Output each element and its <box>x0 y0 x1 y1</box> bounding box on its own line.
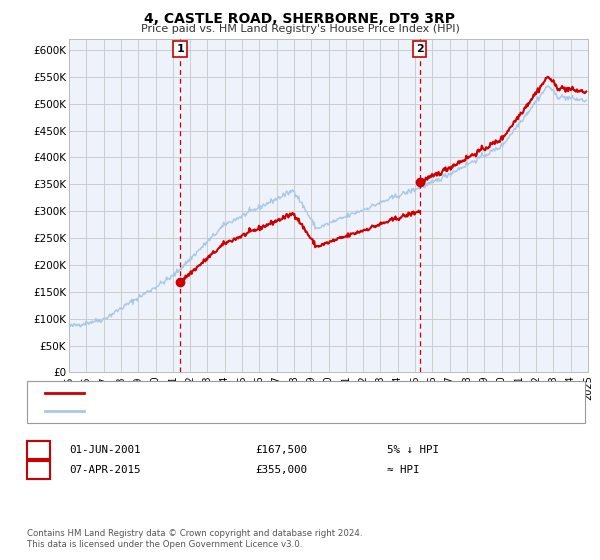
Text: 4, CASTLE ROAD, SHERBORNE, DT9 3RP: 4, CASTLE ROAD, SHERBORNE, DT9 3RP <box>145 12 455 26</box>
Text: 4, CASTLE ROAD, SHERBORNE, DT9 3RP (detached house): 4, CASTLE ROAD, SHERBORNE, DT9 3RP (deta… <box>93 388 397 398</box>
Text: 01-JUN-2001: 01-JUN-2001 <box>69 445 140 455</box>
Text: 2: 2 <box>416 44 424 54</box>
Text: Price paid vs. HM Land Registry's House Price Index (HPI): Price paid vs. HM Land Registry's House … <box>140 24 460 34</box>
Text: HPI: Average price, detached house, Dorset: HPI: Average price, detached house, Dors… <box>93 406 320 416</box>
Text: This data is licensed under the Open Government Licence v3.0.: This data is licensed under the Open Gov… <box>27 540 302 549</box>
Text: 1: 1 <box>176 44 184 54</box>
Text: 2: 2 <box>35 465 42 475</box>
Text: 07-APR-2015: 07-APR-2015 <box>69 465 140 475</box>
Text: Contains HM Land Registry data © Crown copyright and database right 2024.: Contains HM Land Registry data © Crown c… <box>27 530 362 539</box>
Text: ≈ HPI: ≈ HPI <box>387 465 419 475</box>
Text: 5% ↓ HPI: 5% ↓ HPI <box>387 445 439 455</box>
Text: 1: 1 <box>35 445 42 455</box>
Text: £355,000: £355,000 <box>255 465 307 475</box>
Text: £167,500: £167,500 <box>255 445 307 455</box>
